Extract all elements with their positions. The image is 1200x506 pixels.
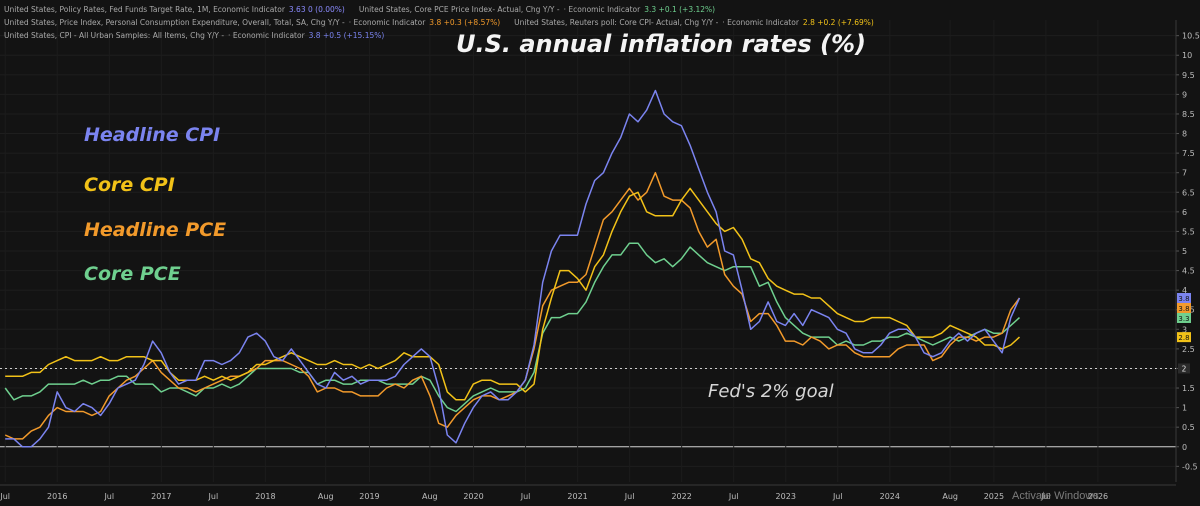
indicator-value: 3.3 +0.1 (+3.12%) — [644, 5, 716, 14]
y-tick-label: 1 — [1182, 404, 1187, 413]
indicator-value: 3.63 0 (0.00%) — [288, 5, 345, 14]
series-line-headline-cpi — [5, 89, 1021, 448]
legend-core-pce: Core PCE — [84, 263, 181, 285]
last-value-labels: 3.8 3.8 3.3 2.8 — [1177, 292, 1191, 343]
indicator-value: 3.8 +0.5 (+15.15%) — [308, 31, 385, 40]
last-value-box — [1177, 302, 1191, 313]
x-tick-label: Aug — [422, 492, 438, 501]
x-tick-label: Jul — [520, 492, 531, 501]
fed-goal-reference-line: 2 — [0, 363, 1190, 374]
indicator-label: · Economic Indicator — [348, 18, 426, 27]
y-axis: -0.500.511.522.533.544.555.566.577.588.5… — [1175, 20, 1200, 482]
x-tick-label: 2022 — [671, 492, 691, 501]
series-line-headline-pce — [4, 171, 1021, 440]
indicator-label: United States, CPI - All Urban Samples: … — [4, 31, 225, 40]
ref-label: 2 — [1182, 364, 1187, 373]
y-tick-label: 10.5 — [1182, 32, 1200, 41]
y-tick-label: 8 — [1182, 130, 1187, 139]
x-tick-label: Jul — [624, 492, 635, 501]
y-tick-label: 4.5 — [1182, 267, 1195, 276]
y-tick-label: -0.5 — [1182, 462, 1198, 471]
last-value-box — [1177, 292, 1191, 303]
indicator-label: · Economic Indicator — [722, 18, 799, 27]
y-tick-label: 7.5 — [1182, 149, 1195, 158]
y-tick-label: 6.5 — [1182, 188, 1195, 197]
y-tick-label: 3 — [1182, 325, 1187, 334]
last-value-label: 3.8 — [1178, 305, 1189, 313]
ref-label-box — [1178, 363, 1190, 374]
x-tick-label: 2020 — [463, 492, 483, 501]
series-lines — [4, 89, 1021, 448]
x-tick-label: Jul — [103, 492, 114, 501]
x-axis: Jul 2016 Jul 2017 Jul 2018 Aug 2019 Aug 2020 Jul 20… — [0, 484, 1176, 501]
x-tick-label: Jul — [208, 492, 219, 501]
windows-watermark: Activate Windows — [1012, 490, 1099, 502]
last-value-label: 3.3 — [1178, 315, 1189, 323]
y-tick-label: 1.5 — [1182, 384, 1195, 393]
last-value-box — [1177, 312, 1191, 323]
series-line-core-pce — [4, 242, 1021, 413]
header-row: United States, CPI - All Urban Samples: … — [4, 31, 398, 40]
indicator-label: United States, Core PCE Price Index- Act… — [358, 5, 560, 14]
grid — [0, 20, 1176, 482]
x-tick-label: Jul — [832, 492, 843, 501]
indicator-label: United States, Reuters poll: Core CPI- A… — [514, 18, 719, 27]
y-tick-label: 5.5 — [1182, 227, 1195, 236]
fed-goal-annotation: Fed's 2% goal — [708, 381, 834, 402]
x-tick-label: 2019 — [359, 492, 379, 501]
y-tick-label: 6 — [1182, 208, 1187, 217]
indicator-value: 3.8 +0.3 (+8.57%) — [429, 18, 501, 27]
x-tick-label: Jul — [728, 492, 739, 501]
indicator-value: 2.8 +0.2 (+7.69%) — [802, 18, 874, 27]
y-tick-label: 8.5 — [1182, 110, 1195, 119]
x-tick-label: 2018 — [255, 492, 275, 501]
last-value-label: 3.8 — [1178, 295, 1189, 303]
indicator-label: · Economic Indicator — [228, 31, 305, 40]
y-tick-label: 9 — [1182, 90, 1187, 99]
last-value-label: 2.8 — [1178, 334, 1189, 342]
y-tick-label: 9.5 — [1182, 71, 1195, 80]
legend-headline-pce: Headline PCE — [84, 219, 227, 241]
indicator-label: · Economic Indicator — [563, 5, 641, 14]
chart-title: U.S. annual inflation rates (%) — [456, 30, 867, 58]
y-tick-label: 10 — [1182, 51, 1192, 60]
header-row: United States, Policy Rates, Fed Funds T… — [4, 5, 729, 14]
legend-headline-cpi: Headline CPI — [84, 124, 221, 146]
last-value-box — [1177, 332, 1191, 343]
x-tick-label: 2025 — [984, 492, 1004, 501]
x-tick-label: Jul — [0, 492, 10, 501]
indicator-label: United States, Price Index, Personal Con… — [4, 18, 345, 27]
x-tick-label: 2021 — [567, 492, 587, 501]
x-tick-label: Jul — [1040, 492, 1051, 501]
indicator-label: United States, Policy Rates, Fed Funds T… — [4, 5, 285, 14]
x-tick-label: Aug — [318, 492, 334, 501]
x-tick-label: Aug — [942, 492, 958, 501]
y-tick-label: 0 — [1182, 443, 1187, 452]
x-tick-label: 2026 — [1088, 492, 1108, 501]
y-tick-label: 4 — [1182, 286, 1187, 295]
y-tick-label: 7 — [1182, 169, 1187, 178]
y-tick-label: 5 — [1182, 247, 1187, 256]
x-tick-label: 2024 — [880, 492, 900, 501]
header-row: United States, Price Index, Personal Con… — [4, 18, 888, 27]
series-line-core-cpi — [5, 187, 1021, 401]
y-tick-label: 2.5 — [1182, 345, 1195, 354]
x-tick-label: 2023 — [776, 492, 796, 501]
legend-core-cpi: Core CPI — [84, 174, 175, 196]
y-tick-label: 0.5 — [1182, 423, 1195, 432]
x-tick-label: 2017 — [151, 492, 171, 501]
x-tick-label: 2016 — [47, 492, 67, 501]
